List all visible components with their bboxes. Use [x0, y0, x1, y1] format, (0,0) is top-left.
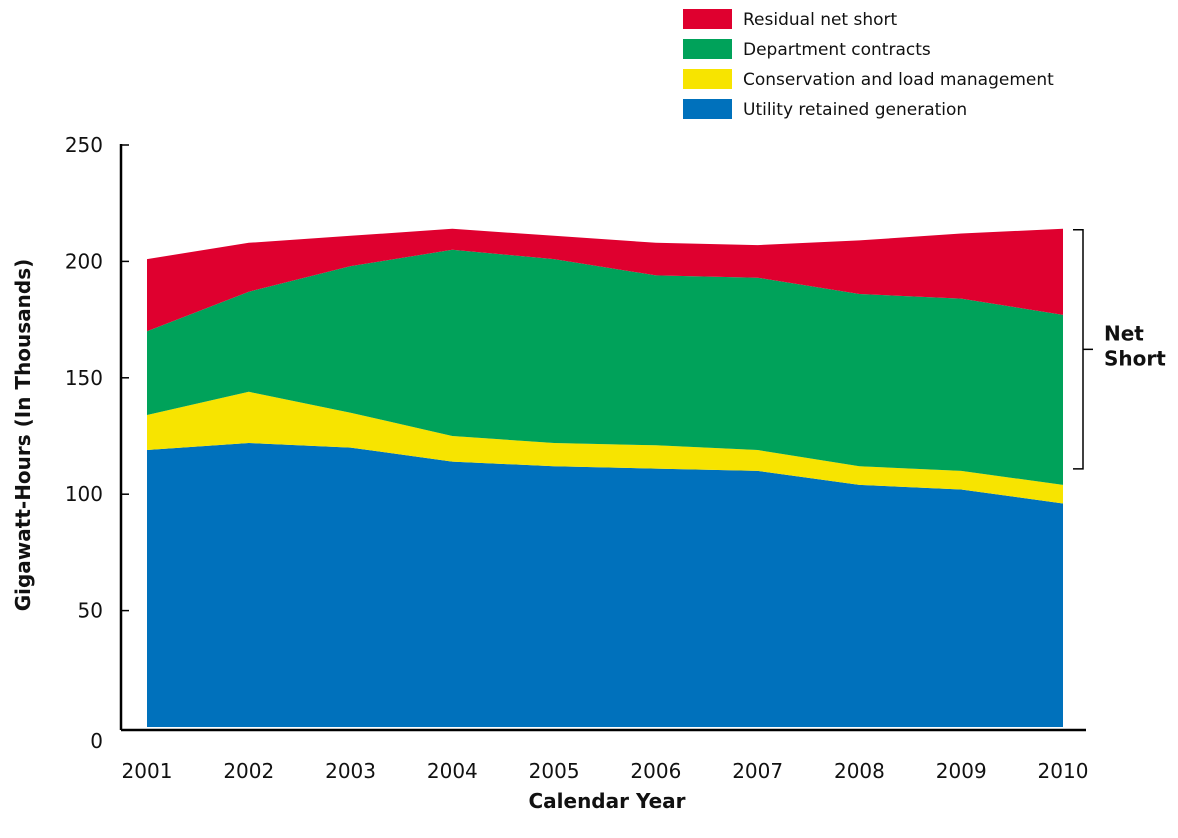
- y-tick-label: 250: [65, 133, 103, 157]
- legend-label-utility-retained-generation: Utility retained generation: [743, 100, 967, 120]
- ticks-layer: 0 50 100 150 200 250 2001 2002 2003 2004 2005 2006 2…: [65, 133, 1089, 783]
- net-short-bracket-line: [1073, 229, 1084, 470]
- axes-layer: [119, 144, 1086, 732]
- legend-swatch-department-contracts: [683, 39, 732, 59]
- x-axis-title: Calendar Year: [528, 789, 685, 813]
- y-axis-title: Gigawatt-Hours (In Thousands): [11, 259, 35, 612]
- x-tick-label: 2006: [630, 759, 681, 783]
- x-tick-label: 2005: [529, 759, 580, 783]
- area-conservation-and-load-management: [147, 391, 1063, 504]
- legend-swatch-residual-net-short: [683, 9, 732, 29]
- x-tick-label: 2002: [223, 759, 274, 783]
- y-tick-label: 150: [65, 366, 103, 390]
- areas-layer: [147, 228, 1063, 727]
- legend-swatch-utility-retained-generation: [683, 99, 732, 119]
- x-tick-label: 2004: [427, 759, 478, 783]
- legend-swatch-conservation-and-load-management: [683, 69, 732, 89]
- area-utility-retained-generation: [147, 443, 1063, 727]
- net-short-label: Short: [1104, 346, 1166, 370]
- y-tick-label: 0: [90, 729, 103, 753]
- x-tick-label: 2009: [936, 759, 987, 783]
- legend-label-residual-net-short: Residual net short: [743, 10, 898, 30]
- legend: Residual net short Department contracts Co…: [683, 9, 1054, 120]
- area-residual-net-short: [147, 228, 1063, 332]
- x-tick-label: 2001: [122, 759, 173, 783]
- x-tick-label: 2003: [325, 759, 376, 783]
- x-tick-label: 2008: [834, 759, 885, 783]
- area-department-contracts: [147, 249, 1063, 485]
- net-short-label: Net: [1104, 321, 1144, 345]
- x-tick-label: 2010: [1038, 759, 1089, 783]
- x-tick-label: 2007: [732, 759, 783, 783]
- y-tick-label: 200: [65, 249, 103, 273]
- y-tick-label: 50: [78, 599, 103, 623]
- y-tick-label: 100: [65, 482, 103, 506]
- legend-label-department-contracts: Department contracts: [743, 40, 931, 60]
- legend-label-conservation-and-load-management: Conservation and load management: [743, 70, 1054, 90]
